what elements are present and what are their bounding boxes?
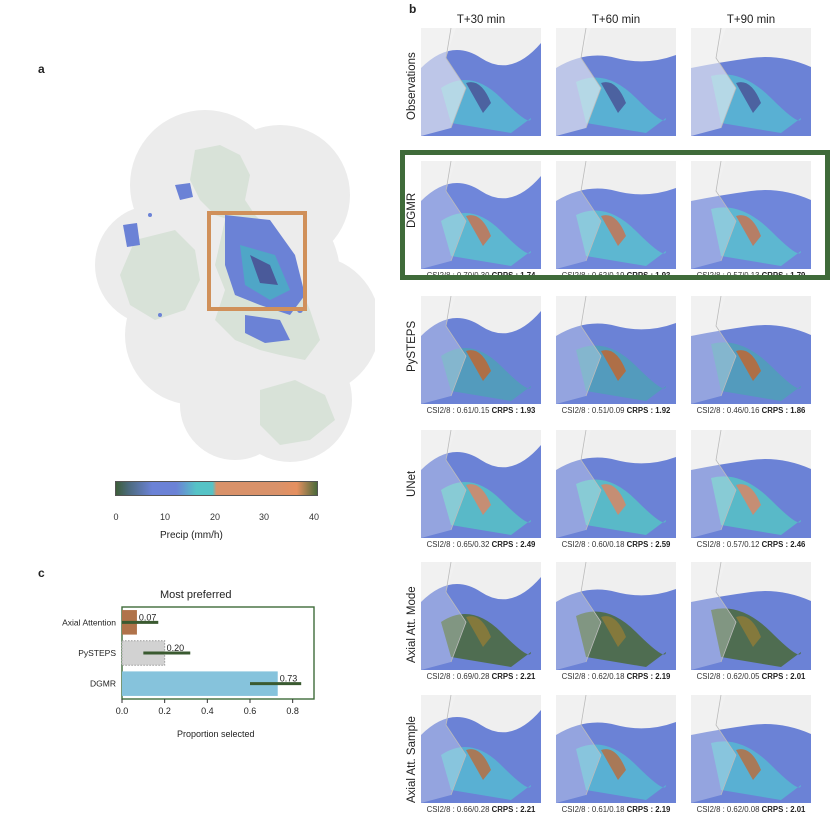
colorbar-tick-40: 40 xyxy=(308,512,319,522)
bar-value-label: 0.07 xyxy=(139,612,157,622)
colorbar-tick-0: 0 xyxy=(113,512,119,522)
forecast-tile xyxy=(556,296,676,404)
x-tick-label: 0.4 xyxy=(201,706,214,716)
metric-label: CSI2/8 : 0.61/0.15 CRPS : 1.93 xyxy=(426,406,536,415)
column-header-1: T+30 min xyxy=(456,14,506,26)
x-tick-label: 0.8 xyxy=(286,706,299,716)
forecast-tile xyxy=(691,562,811,670)
forecast-tile xyxy=(556,430,676,538)
forecast-tile xyxy=(691,296,811,404)
bar-value-label: 0.20 xyxy=(167,643,185,653)
row-label-1: Observations xyxy=(406,52,418,120)
category-label: DGMR xyxy=(90,679,116,689)
x-tick-label: 0.0 xyxy=(116,706,129,716)
row-label-5: Axial Att. Mode xyxy=(406,586,418,664)
colorbar-label: Precip (mm/h) xyxy=(160,530,223,541)
forecast-tile xyxy=(421,695,541,803)
chart-xlabel: Proportion selected xyxy=(177,729,255,739)
x-tick-label: 0.6 xyxy=(244,706,257,716)
dgmr-highlight-frame xyxy=(400,150,830,280)
row-label-6: Axial Att. Sample xyxy=(406,715,418,803)
row-label-3: PySTEPS xyxy=(406,320,418,373)
bar-value-label: 0.73 xyxy=(280,674,298,684)
metric-label: CSI2/8 : 0.62/0.18 CRPS : 2.19 xyxy=(561,672,671,681)
panel-b-letter: b xyxy=(409,2,417,16)
metric-label: CSI2/8 : 0.60/0.18 CRPS : 2.59 xyxy=(561,540,671,549)
uk-radar-map xyxy=(95,110,375,462)
metric-label: CSI2/8 : 0.57/0.12 CRPS : 2.46 xyxy=(696,540,806,549)
colorbar-tick-30: 30 xyxy=(258,512,269,522)
forecast-tile xyxy=(556,161,676,269)
column-header-2: T+60 min xyxy=(591,14,641,26)
precip-colorbar xyxy=(115,481,318,496)
forecast-tile xyxy=(421,161,541,269)
panel-c-letter: c xyxy=(38,566,45,580)
forecast-tile xyxy=(691,430,811,538)
forecast-tile xyxy=(421,430,541,538)
forecast-tile xyxy=(556,28,676,136)
chart-title: Most preferred xyxy=(160,589,232,601)
metric-label: CSI2/8 : 0.61/0.18 CRPS : 2.19 xyxy=(561,805,671,814)
forecast-tile xyxy=(421,28,541,136)
panel-a-letter: a xyxy=(38,62,45,76)
x-tick-label: 0.2 xyxy=(158,706,171,716)
metric-label: CSI2/8 : 0.69/0.28 CRPS : 2.21 xyxy=(426,672,536,681)
colorbar-tick-10: 10 xyxy=(159,512,170,522)
category-label: Axial Attention xyxy=(62,617,116,627)
forecast-tile xyxy=(691,161,811,269)
row-label-4: UNet xyxy=(406,470,418,497)
preference-bar-chart: Most preferred 0.07 Axial Attention 0.20 Py… xyxy=(62,589,315,739)
colorbar-tick-20: 20 xyxy=(209,512,220,522)
forecast-tile xyxy=(556,695,676,803)
forecast-tile xyxy=(691,695,811,803)
category-label: PySTEPS xyxy=(78,648,116,658)
metric-label: CSI2/8 : 0.62/0.05 CRPS : 2.01 xyxy=(696,672,806,681)
metric-label: CSI2/8 : 0.46/0.16 CRPS : 1.86 xyxy=(696,406,806,415)
forecast-tile xyxy=(421,562,541,670)
metric-label: CSI2/8 : 0.66/0.28 CRPS : 2.21 xyxy=(426,805,536,814)
forecast-tile xyxy=(421,296,541,404)
metric-label: CSI2/8 : 0.51/0.09 CRPS : 1.92 xyxy=(561,406,671,415)
forecast-tile xyxy=(556,562,676,670)
column-header-3: T+90 min xyxy=(726,14,776,26)
metric-label: CSI2/8 : 0.65/0.32 CRPS : 2.49 xyxy=(426,540,536,549)
metric-label: CSI2/8 : 0.62/0.08 CRPS : 2.01 xyxy=(696,805,806,814)
forecast-tile xyxy=(691,28,811,136)
